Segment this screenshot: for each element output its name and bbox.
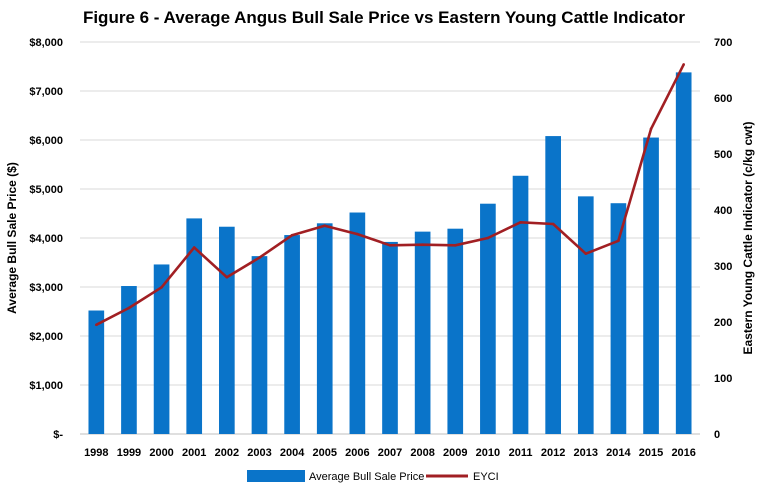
y2-tick-label: 200 bbox=[714, 317, 732, 329]
eyci-point bbox=[356, 232, 359, 236]
eyci-point bbox=[258, 256, 261, 259]
x-tick-label: 2015 bbox=[639, 447, 663, 459]
bar bbox=[153, 264, 170, 434]
bar bbox=[219, 226, 235, 434]
y2-tick-label: 100 bbox=[714, 373, 732, 385]
bar bbox=[88, 310, 105, 434]
bar bbox=[577, 196, 594, 434]
eyci-point bbox=[290, 233, 294, 237]
x-tick-label: 2006 bbox=[345, 447, 369, 459]
bar bbox=[643, 137, 659, 435]
axes: $- $1,000 $2,000 $3,000 $4,000 $5,000 $6,000 $7… bbox=[29, 37, 732, 459]
y2-tick-label: 500 bbox=[714, 149, 732, 161]
y-tick-label: $3,000 bbox=[29, 282, 63, 294]
x-tick-label: 2001 bbox=[182, 447, 206, 459]
eyci-point bbox=[160, 285, 163, 289]
chart-title: Figure 6 - Average Angus Bull Sale Price… bbox=[83, 8, 685, 27]
y-tick-label: $5,000 bbox=[29, 184, 63, 196]
x-tick-label: 2014 bbox=[606, 447, 631, 459]
bar bbox=[447, 228, 464, 434]
x-tick-label: 1999 bbox=[117, 447, 141, 459]
x-tick-label: 2013 bbox=[574, 447, 598, 459]
y2-tick-label: 700 bbox=[714, 37, 732, 49]
x-tick-label: 1998 bbox=[84, 447, 108, 459]
y-tick-label: $7,000 bbox=[29, 86, 63, 98]
eyci-point bbox=[682, 63, 685, 66]
y-tick-label: $6,000 bbox=[29, 135, 63, 147]
y-tick-label: $- bbox=[53, 429, 63, 441]
eyci-point bbox=[486, 236, 490, 240]
y2-tick-label: 400 bbox=[714, 205, 732, 217]
eyci-point bbox=[95, 323, 98, 327]
legend-bar-swatch bbox=[247, 470, 305, 482]
bar bbox=[349, 212, 366, 434]
x-tick-label: 2004 bbox=[280, 447, 305, 459]
legend-line-label: EYCI bbox=[473, 471, 499, 483]
legend-bar-label: Average Bull Sale Price bbox=[309, 471, 424, 483]
line-series bbox=[95, 63, 685, 327]
bar bbox=[512, 175, 529, 434]
eyci-point bbox=[617, 239, 620, 243]
bar-series bbox=[88, 72, 692, 435]
bar bbox=[121, 286, 137, 434]
x-tick-label: 2000 bbox=[149, 447, 173, 459]
y-tick-label: $2,000 bbox=[29, 331, 63, 343]
x-tick-label: 2007 bbox=[378, 447, 402, 459]
x-tick-label: 2010 bbox=[476, 447, 500, 459]
bar bbox=[251, 256, 268, 434]
eyci-point bbox=[388, 243, 392, 247]
y2-tick-label: 300 bbox=[714, 261, 732, 273]
eyci-point bbox=[225, 275, 229, 279]
bar bbox=[316, 223, 333, 434]
x-tick-label: 2003 bbox=[247, 447, 271, 459]
y-tick-label: $8,000 bbox=[29, 37, 63, 49]
bar bbox=[610, 203, 627, 434]
eyci-point bbox=[323, 224, 327, 227]
x-tick-label: 2009 bbox=[443, 447, 467, 459]
bar bbox=[382, 241, 398, 434]
bar bbox=[675, 72, 692, 434]
y-tick-label: $1,000 bbox=[29, 380, 63, 392]
bar bbox=[186, 218, 203, 434]
eyci-point bbox=[421, 243, 424, 247]
y2-axis-label: Eastern Young Cattle Indicator (c/kg cwt… bbox=[741, 122, 755, 355]
y-tick-label: $4,000 bbox=[29, 233, 63, 245]
grid-lines bbox=[80, 41, 700, 435]
eyci-point bbox=[584, 252, 588, 255]
bar bbox=[414, 231, 431, 434]
bar bbox=[480, 203, 496, 434]
bar bbox=[284, 235, 300, 434]
y2-tick-label: 0 bbox=[714, 429, 720, 441]
eyci-point bbox=[127, 306, 131, 310]
eyci-point bbox=[453, 243, 457, 247]
eyci-point bbox=[519, 221, 522, 224]
x-tick-label: 2005 bbox=[312, 447, 336, 459]
eyci-point bbox=[649, 127, 653, 131]
x-tick-label: 2011 bbox=[509, 447, 533, 459]
x-tick-label: 2012 bbox=[541, 447, 565, 459]
y-axis-label: Average Bull Sale Price ($) bbox=[5, 162, 19, 314]
y2-tick-label: 600 bbox=[714, 93, 732, 105]
x-tick-label: 2008 bbox=[410, 447, 434, 459]
eyci-point bbox=[551, 222, 555, 226]
x-tick-label: 2002 bbox=[215, 447, 239, 459]
legend: Average Bull Sale Price EYCI bbox=[247, 470, 499, 483]
eyci-point bbox=[192, 246, 196, 249]
x-tick-label: 2016 bbox=[671, 447, 695, 459]
bar bbox=[545, 136, 561, 434]
